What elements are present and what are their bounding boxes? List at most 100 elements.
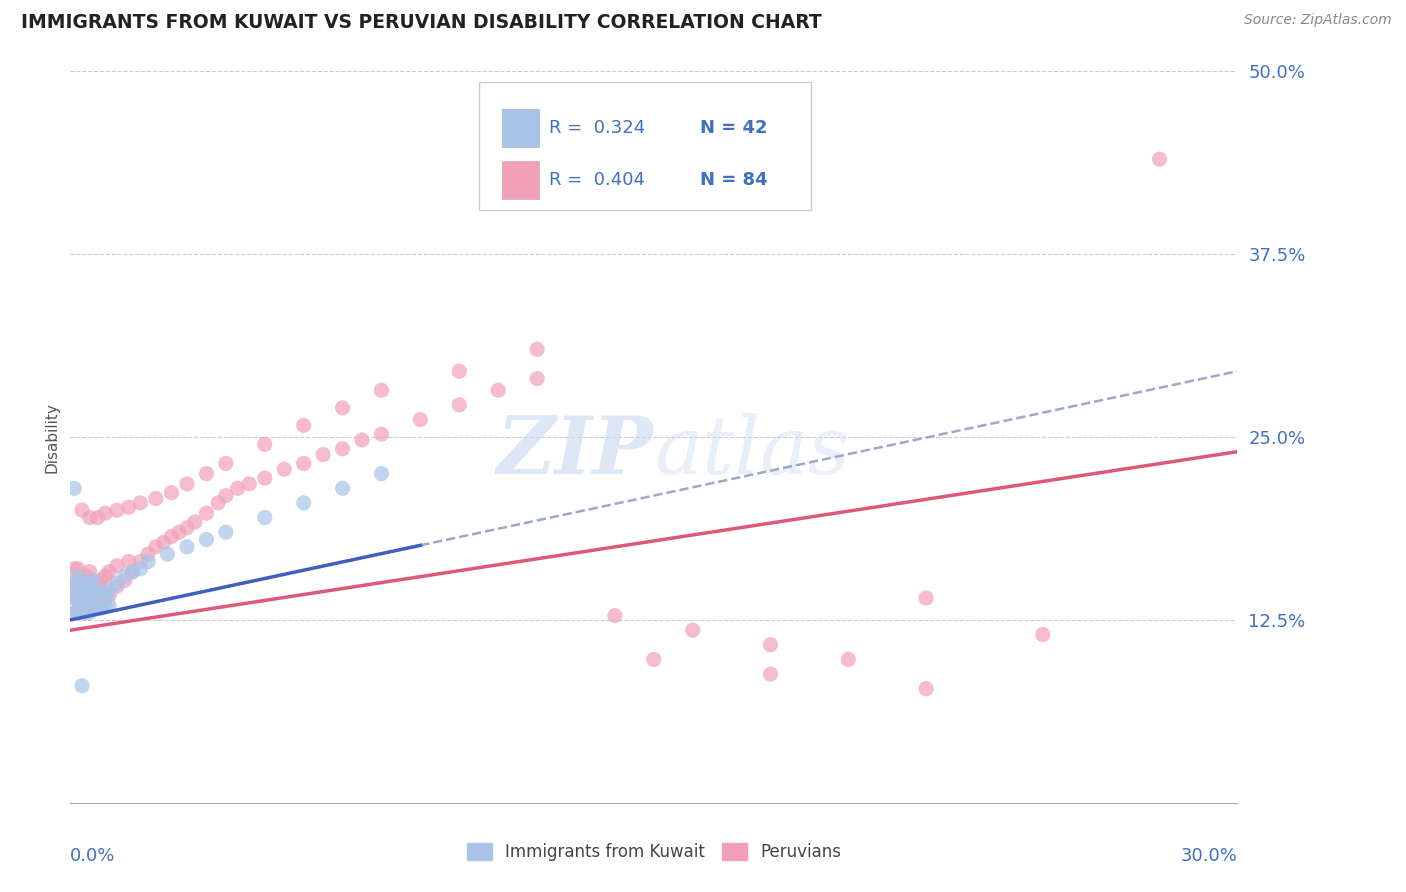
Point (79, 579, 101, 593)
Point (156, 547, 179, 561)
Point (67, 576, 90, 591)
Point (63, 591, 86, 605)
Point (176, 540, 198, 554)
Point (83, 599, 105, 614)
Point (409, 412, 432, 426)
Point (75, 603, 97, 617)
Point (105, 503, 128, 517)
Point (332, 401, 354, 415)
Point (145, 540, 167, 554)
Point (90, 574, 112, 588)
Point (79, 510, 101, 524)
Text: Source: ZipAtlas.com: Source: ZipAtlas.com (1244, 13, 1392, 28)
Point (83, 579, 105, 593)
Point (86, 510, 108, 524)
Point (94, 506, 117, 520)
Point (370, 384, 392, 398)
FancyBboxPatch shape (502, 110, 540, 147)
Point (79, 591, 101, 605)
Point (94, 569, 117, 583)
Point (79, 565, 101, 579)
Point (114, 574, 136, 588)
Point (526, 371, 548, 385)
Text: atlas: atlas (654, 413, 849, 491)
Text: R =  0.324: R = 0.324 (548, 120, 645, 137)
Point (98, 599, 121, 613)
Point (70, 679, 93, 693)
Point (94, 585, 117, 599)
Point (253, 471, 276, 485)
Point (449, 364, 471, 378)
Text: N = 42: N = 42 (700, 120, 768, 137)
Text: R =  0.404: R = 0.404 (548, 170, 645, 188)
Point (603, 608, 626, 623)
Point (63, 481, 86, 495)
Point (486, 384, 509, 398)
Point (136, 554, 159, 568)
Point (70, 576, 93, 591)
Point (370, 467, 392, 481)
Point (449, 398, 471, 412)
Point (195, 533, 218, 547)
Point (70, 574, 93, 588)
Point (215, 489, 238, 503)
Point (643, 652, 665, 666)
Point (184, 515, 207, 529)
Point (195, 467, 218, 481)
Point (226, 481, 249, 495)
Point (63, 576, 86, 591)
Point (70, 606, 93, 620)
Point (167, 525, 190, 540)
Point (215, 525, 238, 540)
Point (759, 638, 782, 652)
Y-axis label: Disability: Disability (44, 401, 59, 473)
Point (145, 491, 167, 506)
Point (67, 606, 90, 620)
Point (67, 583, 90, 598)
Text: 30.0%: 30.0% (1181, 847, 1237, 864)
Point (160, 530, 183, 544)
Point (90, 586, 112, 600)
Point (253, 510, 276, 524)
Point (370, 427, 392, 442)
Text: N = 84: N = 84 (700, 170, 768, 188)
Point (83, 603, 105, 617)
Point (152, 535, 174, 549)
Point (70, 606, 93, 620)
Point (176, 476, 198, 491)
Point (75, 591, 97, 605)
Point (83, 574, 105, 588)
Point (63, 576, 86, 591)
Point (292, 457, 315, 471)
Point (70, 591, 93, 605)
Point (98, 565, 121, 579)
Point (129, 554, 152, 568)
Point (195, 506, 218, 520)
Point (67, 591, 90, 605)
FancyBboxPatch shape (502, 161, 540, 199)
FancyBboxPatch shape (478, 82, 811, 211)
Point (682, 623, 704, 637)
Point (75, 569, 97, 583)
Point (86, 597, 108, 611)
Point (86, 601, 108, 615)
Point (79, 606, 101, 620)
Point (176, 521, 198, 535)
Text: IMMIGRANTS FROM KUWAIT VS PERUVIAN DISABILITY CORRELATION CHART: IMMIGRANTS FROM KUWAIT VS PERUVIAN DISAB… (21, 13, 823, 32)
Point (75, 588, 97, 602)
Point (98, 588, 121, 602)
Point (207, 496, 229, 510)
Point (352, 433, 374, 447)
Point (79, 586, 101, 600)
Text: ZIP: ZIP (496, 413, 654, 491)
Point (1149, 152, 1171, 166)
Point (526, 343, 548, 357)
Point (70, 503, 93, 517)
Point (105, 579, 128, 593)
Point (67, 591, 90, 605)
Point (94, 599, 117, 614)
Point (70, 588, 93, 602)
Point (292, 418, 315, 433)
Point (238, 476, 260, 491)
Point (253, 437, 276, 451)
